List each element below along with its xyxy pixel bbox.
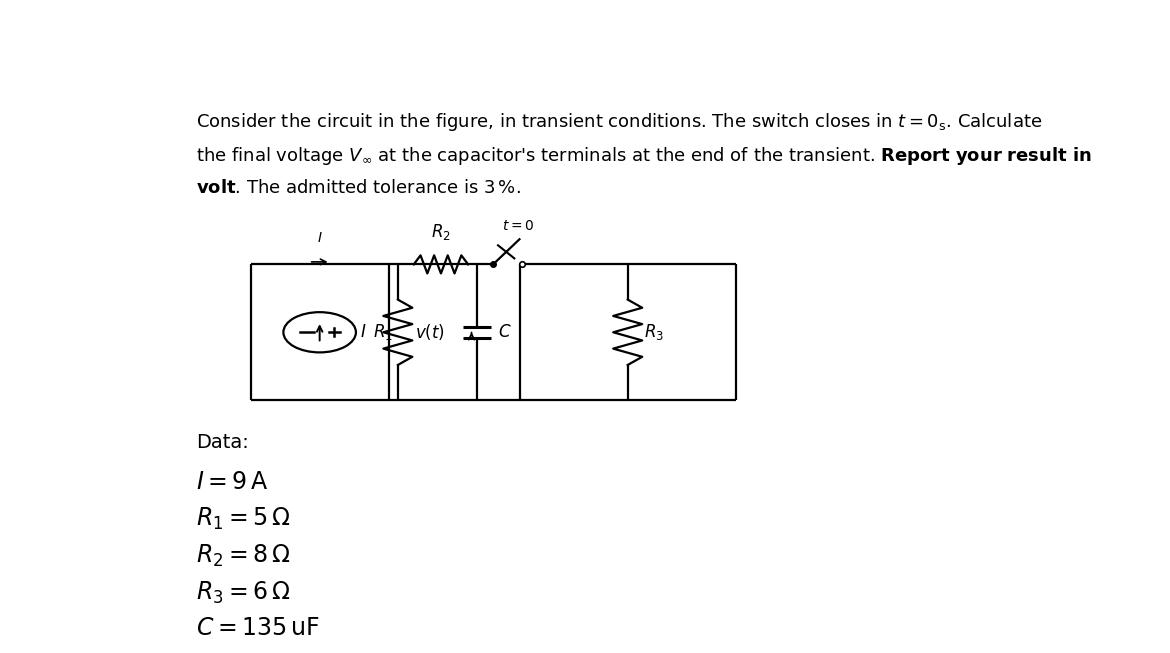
- Text: $R_1$: $R_1$: [373, 323, 393, 342]
- Text: $v(t)$: $v(t)$: [415, 323, 446, 342]
- Text: $I = 9\,\mathrm{A}$: $I = 9\,\mathrm{A}$: [197, 470, 269, 494]
- Text: the final voltage $V_{\infty}$ at the capacitor's terminals at the end of the tr: the final voltage $V_{\infty}$ at the ca…: [197, 145, 1092, 167]
- Text: $R_2$: $R_2$: [431, 222, 450, 242]
- Text: $R_1 = 5\,\Omega$: $R_1 = 5\,\Omega$: [197, 506, 291, 532]
- Text: $C = 135\,\mathrm{uF}$: $C = 135\,\mathrm{uF}$: [197, 616, 319, 641]
- Text: Data:: Data:: [197, 433, 249, 452]
- Text: $I$: $I$: [360, 323, 367, 342]
- Text: $t = 0$: $t = 0$: [502, 219, 535, 233]
- Text: Consider the circuit in the figure, in transient conditions. The switch closes i: Consider the circuit in the figure, in t…: [197, 111, 1042, 133]
- Text: $\mathbf{volt}$. The admitted tolerance is $3\,\%$.: $\mathbf{volt}$. The admitted tolerance …: [197, 180, 521, 197]
- Text: $R_3$: $R_3$: [644, 323, 665, 342]
- Text: $C$: $C$: [497, 323, 511, 342]
- Text: $I$: $I$: [317, 231, 323, 246]
- Text: $R_2 = 8\,\Omega$: $R_2 = 8\,\Omega$: [197, 543, 291, 569]
- Text: $R_3 = 6\,\Omega$: $R_3 = 6\,\Omega$: [197, 580, 291, 606]
